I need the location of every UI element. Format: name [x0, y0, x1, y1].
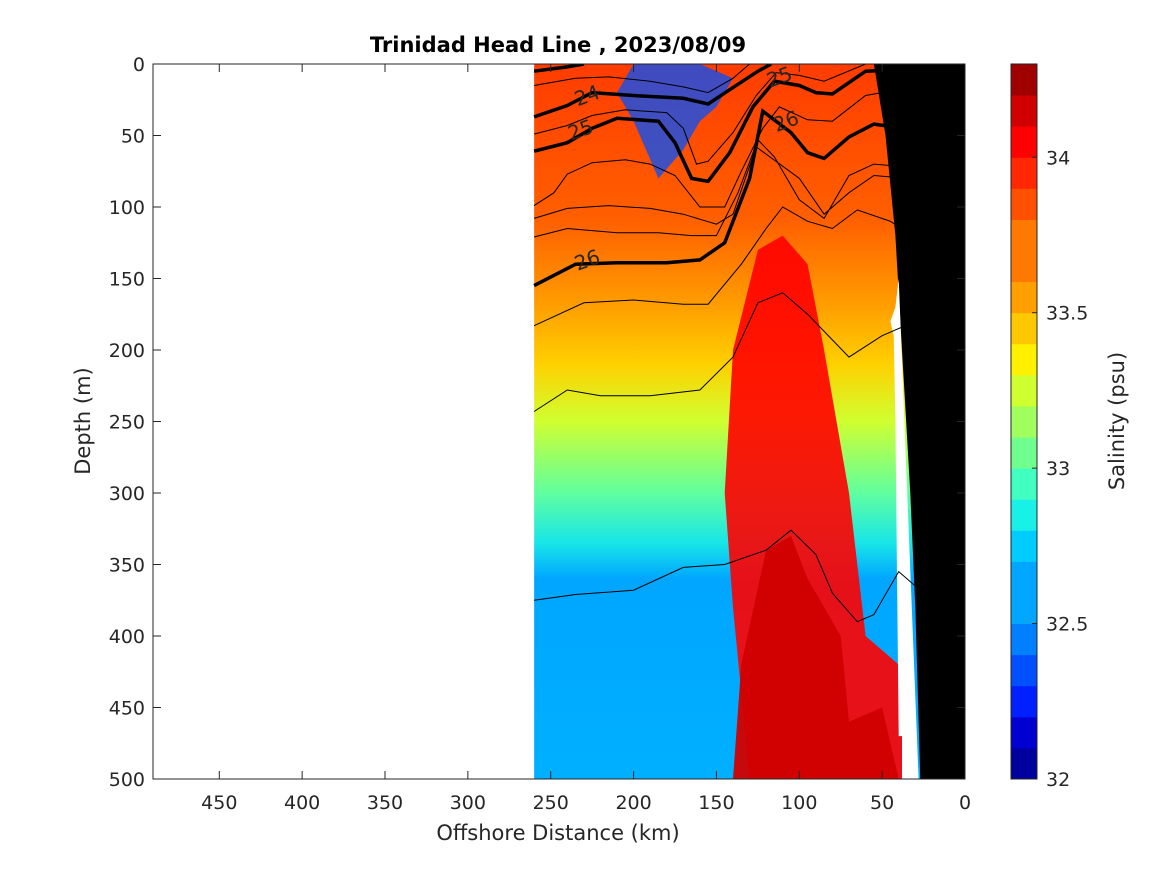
colorbar-segment: [1011, 64, 1037, 96]
x-axis-label: Offshore Distance (km): [436, 821, 679, 845]
colorbar-segment: [1011, 281, 1037, 314]
isopycnal-thin-line: [534, 64, 750, 94]
y-tick-label: 0: [133, 54, 145, 76]
colorbar-segment: [1011, 685, 1037, 718]
x-tick-label: 400: [284, 792, 320, 814]
y-axis: 0 50 100 150 200 250 300 350 400 450 500: [109, 54, 965, 791]
colorbar-segment: [1011, 747, 1037, 780]
x-tick-label: 0: [959, 792, 971, 814]
x-tick-label: 350: [367, 792, 403, 814]
y-tick-label: 250: [109, 412, 145, 434]
deep-core-fill: [733, 535, 899, 779]
isopycnal-thin-line: [533, 206, 924, 327]
y-tick-label: 450: [109, 698, 145, 720]
colorbar-segment: [1011, 437, 1037, 469]
isopycnal-thin-line: [533, 87, 932, 208]
isopycnal-thin-line: [534, 529, 924, 623]
isopycnal-bold-line: [533, 66, 932, 184]
y-tick-label: 50: [121, 126, 145, 148]
y-tick-label: 150: [109, 269, 145, 291]
colorbar-frame: [1010, 63, 1038, 780]
x-tick-label: 150: [698, 792, 734, 814]
colorbar-segment: [1011, 561, 1037, 593]
colorbar-segment: [1011, 157, 1037, 189]
bathymetry-gap: [890, 278, 919, 779]
colorbar-segment: [1011, 654, 1037, 687]
isopycnal-bold-line: [533, 64, 772, 119]
colorbar-segment: [1011, 592, 1037, 625]
colorbar-tick-label: 34: [1046, 147, 1070, 169]
colorbar-tick-label: 33: [1046, 458, 1070, 480]
colorbar-segment: [1011, 188, 1037, 220]
colorbar-tick-label: 33.5: [1046, 303, 1088, 325]
colorbar-segment: [1011, 95, 1037, 127]
colorbar-segment: [1011, 312, 1037, 345]
colorbar-tick-label: 32: [1046, 769, 1070, 791]
y-axis-label: Depth (m): [71, 367, 95, 474]
colorbar-segment: [1011, 530, 1037, 562]
colorbar-segment: [1011, 468, 1037, 500]
x-tick-label: 100: [781, 792, 817, 814]
isopycnal-thin-line: [533, 146, 933, 225]
y-tick-label: 350: [109, 555, 145, 577]
colorbar-segment: [1011, 219, 1037, 252]
y-tick-label: 400: [109, 626, 145, 648]
y-tick-label: 200: [109, 340, 145, 362]
y-tick-label: 100: [109, 197, 145, 219]
colorbar-segment: [1011, 250, 1037, 283]
chart-title: Trinidad Head Line , 2023/08/09: [370, 33, 746, 57]
isopycnal-thin-line: [533, 292, 933, 412]
colorbar-label: Salinity (psu): [1105, 352, 1129, 490]
y-tick-label: 300: [109, 483, 145, 505]
x-tick-label: 450: [201, 792, 237, 814]
x-tick-label: 50: [870, 792, 894, 814]
colorbar-segment: [1011, 716, 1037, 749]
colorbar-segment: [1011, 499, 1037, 531]
isopycnal-bold-line: [533, 108, 932, 288]
colorbar-tick-label: 32.5: [1046, 614, 1088, 636]
colorbar: 32 32.5 33 33.5 34: [1010, 63, 1088, 791]
bathymetry-fill: [873, 64, 965, 779]
x-axis: 450 400 350 300 250 200 150 100 50 0: [201, 64, 971, 814]
colorbar-segment: [1011, 405, 1037, 438]
x-tick-label: 300: [450, 792, 486, 814]
colorbar-segment: [1011, 126, 1037, 158]
isopycnal-bold-line: [533, 64, 585, 73]
salinity-fill: [534, 64, 965, 779]
isopycnal-contours: [533, 64, 933, 623]
x-tick-label: 200: [615, 792, 651, 814]
colorbar-segment: [1011, 343, 1037, 376]
colorbar-segment: [1011, 623, 1037, 656]
y-tick-label: 500: [109, 769, 145, 791]
isopycnal-thin-line: [533, 64, 866, 165]
colorbar-segment: [1011, 374, 1037, 407]
low-salinity-fill: [617, 64, 733, 179]
x-tick-label: 250: [533, 792, 569, 814]
